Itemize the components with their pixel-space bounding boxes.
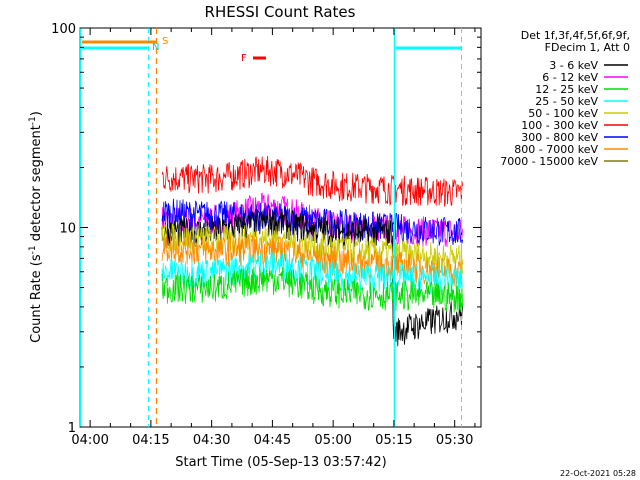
series-layer [161,155,463,347]
series-line-300-800keV [161,198,463,246]
series-line-100-300keV [161,155,463,207]
x-tick-label: 04:45 [254,433,291,448]
n-flag-label: N [152,42,159,53]
y-tick-label: 100 [51,22,76,37]
x-tick-label: 04:15 [132,433,169,448]
legend-entry-label: 50 - 100 keV [528,107,598,120]
x-tick-label: 04:30 [193,433,230,448]
x-tick-label: 05:00 [314,433,351,448]
series-line-3-6keV [161,208,463,347]
x-tick-label: 04:00 [71,433,108,448]
x-tick-label: 05:30 [436,433,473,448]
legend-entry-label: 7000 - 15000 keV [500,155,598,168]
legend-entry-label: 100 - 300 keV [521,119,598,132]
legend-entry-label: 6 - 12 keV [542,71,598,84]
chart-title: RHESSI Count Rates [205,3,356,21]
footer-date: 22-Oct-2021 05:28 [560,469,636,478]
y-axis-label: Count Rate (s-1 detector segment-1) [28,111,44,343]
y-tick-label: 1 [68,421,76,436]
legend-entry-label: 25 - 50 keV [535,95,598,108]
legend-entry-label: 800 - 7000 keV [514,143,598,156]
y-tick-label: 10 [59,222,76,237]
s-flag-label: S [162,36,168,47]
x-tick-label: 05:15 [375,433,412,448]
series-line-25-50keV [161,250,463,296]
f-flag-label: F [241,53,247,64]
legend-entry-label: 12 - 25 keV [535,83,598,96]
series-line-12-25keV [161,267,463,313]
series-line-50-100keV [161,223,463,274]
legend-entry-label: 300 - 800 keV [521,131,598,144]
legend-entry-label: 3 - 6 keV [549,59,598,72]
legend-header-2: FDecim 1, Att 0 [545,41,630,54]
axis-layer: 04:00 04:15 04:30 04:45 05:00 05:15 05:30 1 10 10… [51,22,481,448]
legend-header-1: Det 1f,3f,4f,5f,6f,9f, [521,29,630,42]
x-axis-label: Start Time (05-Sep-13 03:57:42) [175,455,386,470]
